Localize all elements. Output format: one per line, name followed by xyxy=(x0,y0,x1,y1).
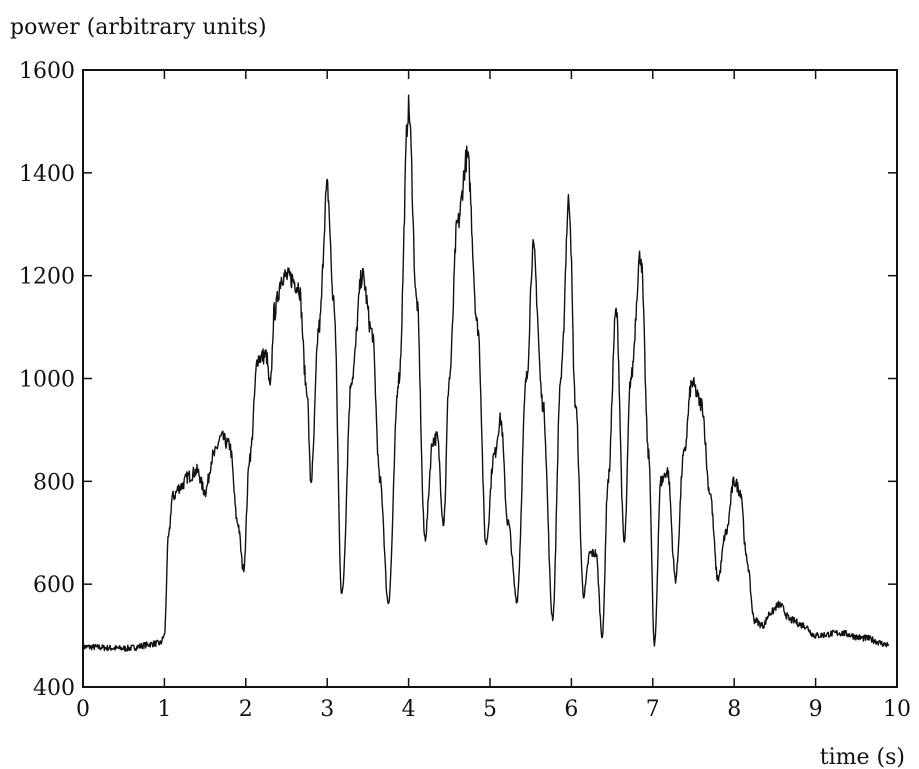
x-tick-label: 0 xyxy=(76,697,90,722)
x-tick-label: 2 xyxy=(239,697,253,722)
x-tick-label: 9 xyxy=(809,697,823,722)
y-tick-label: 1400 xyxy=(19,162,75,187)
y-tick-label: 600 xyxy=(33,573,75,598)
plot-frame xyxy=(82,69,898,688)
y-tick-label: 1600 xyxy=(19,59,75,84)
x-tick-label: 1 xyxy=(157,697,171,722)
y-tick-label: 1000 xyxy=(19,368,75,393)
x-tick-label: 5 xyxy=(483,697,497,722)
y-tick-label: 1200 xyxy=(19,265,75,290)
y-tick-label: 800 xyxy=(33,470,75,495)
x-tick-label: 3 xyxy=(320,697,334,722)
x-tick-label: 8 xyxy=(727,697,741,722)
x-tick-label: 7 xyxy=(646,697,660,722)
x-tick-label: 4 xyxy=(402,697,416,722)
x-axis-label: time (s) xyxy=(820,745,905,769)
y-tick-label: 400 xyxy=(33,676,75,701)
ticks-group: 0 1 2 3 4 5 6 7 8 9 10 400 600 800 1000 1200 1400 1600 xyxy=(19,59,911,722)
power-series-line xyxy=(82,94,890,652)
y-axis-label: power (arbitrary units) xyxy=(10,15,267,40)
x-tick-label: 6 xyxy=(564,697,578,722)
x-tick-label: 10 xyxy=(883,697,911,722)
